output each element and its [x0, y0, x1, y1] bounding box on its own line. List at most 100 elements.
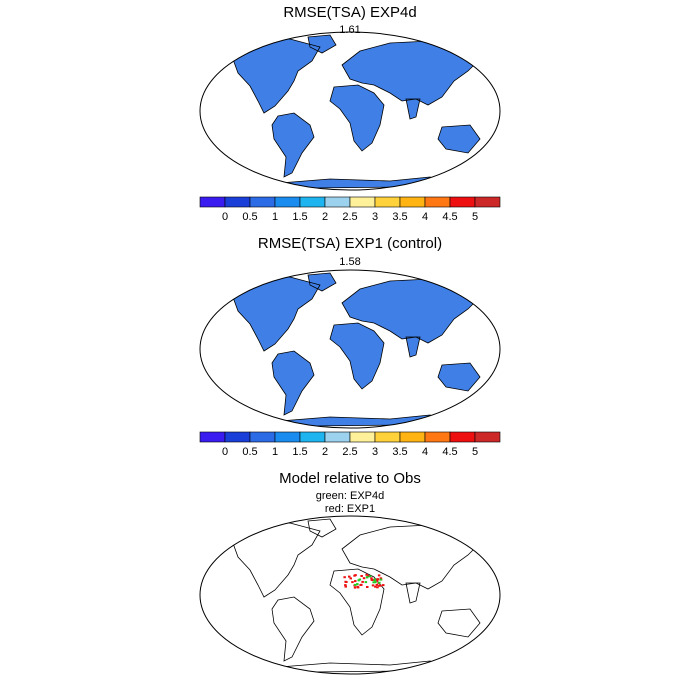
rmse-cell — [268, 138, 271, 142]
colorbar-swatch — [324, 431, 351, 443]
rmse-cell — [236, 80, 239, 83]
rmse-cell — [322, 102, 328, 106]
rmse-cell — [382, 351, 387, 354]
colorbar-swatch — [199, 431, 226, 443]
rmse-cell — [222, 324, 224, 327]
red-marker — [361, 580, 364, 583]
rmse-cell — [275, 164, 280, 167]
colorbar-swatch — [374, 431, 401, 443]
rmse-cell — [237, 94, 241, 97]
green-marker — [374, 581, 377, 584]
rmse-cell — [251, 176, 255, 179]
colorbar-swatch — [474, 196, 501, 208]
colorbar-swatch — [324, 196, 351, 208]
rmse-cell — [245, 409, 251, 412]
rmse-cell — [313, 109, 318, 112]
green-marker — [358, 578, 362, 581]
rmse-cell — [313, 298, 318, 301]
rmse-cell — [448, 338, 451, 343]
colorbar-tick-label: 0 — [222, 446, 228, 458]
rmse-cell — [293, 104, 297, 108]
rmse-cell — [260, 368, 263, 371]
rmse-cell — [369, 277, 374, 280]
rmse-cell — [398, 165, 402, 168]
panel1-global-value: 1.61 — [339, 24, 361, 36]
colorbar-swatch — [249, 196, 276, 208]
rmse-cell — [252, 135, 257, 139]
rmse-cell — [328, 315, 333, 318]
rmse-cell — [403, 383, 407, 386]
rmse-cell — [251, 152, 256, 156]
rmse-cell — [237, 98, 241, 101]
rmse-cell — [245, 165, 249, 168]
red-marker — [345, 581, 348, 583]
rmse-cell — [401, 132, 407, 135]
colorbar-swatch — [449, 431, 476, 443]
rmse-cell — [323, 306, 327, 310]
red-marker — [375, 583, 379, 586]
colorbar-tick-label: 2.5 — [342, 446, 357, 458]
rmse-cell — [452, 413, 458, 416]
rmse-cell — [415, 168, 421, 171]
rmse-cell — [302, 40, 305, 42]
rmse-cell — [429, 171, 433, 175]
colorbar-swatch — [399, 431, 426, 443]
red-marker — [378, 584, 381, 587]
rmse-cell — [252, 144, 256, 147]
rmse-cell — [469, 277, 472, 280]
rmse-cell — [328, 341, 333, 344]
rmse-cell — [247, 402, 252, 406]
rmse-cell — [406, 358, 411, 362]
rmse-cell — [392, 112, 397, 115]
rmse-cell — [416, 182, 420, 186]
rmse-cell — [323, 68, 328, 70]
rmse-cell — [465, 318, 469, 322]
colorbar-tick-label: 5 — [472, 446, 478, 458]
rmse-cell — [306, 108, 310, 111]
rmse-cell — [304, 115, 309, 119]
rmse-cell — [279, 275, 284, 278]
colorbar-tick-label: 1.5 — [292, 446, 307, 458]
green-marker — [372, 581, 375, 584]
rmse-cell — [232, 310, 235, 314]
rmse-cell — [351, 403, 355, 407]
rmse-cell — [425, 390, 429, 393]
rmse-cell — [402, 404, 405, 408]
map-frame — [199, 269, 501, 429]
rmse-cell — [232, 124, 237, 126]
rmse-cell — [419, 383, 422, 386]
red-marker — [371, 584, 375, 587]
rmse-cell — [342, 39, 345, 42]
rmse-cell — [453, 423, 457, 425]
rmse-cell — [393, 152, 397, 156]
rmse-cell — [307, 304, 313, 307]
rmse-cell — [380, 409, 384, 413]
rmse-cell — [319, 403, 324, 405]
colorbar-tick-label: 0.5 — [242, 211, 257, 223]
rmse-cell — [223, 123, 226, 126]
rmse-cell — [481, 124, 484, 126]
panel2-title: RMSE(TSA) EXP1 (control) — [257, 235, 443, 252]
rmse-cell — [332, 363, 338, 366]
rmse-cell — [388, 117, 393, 122]
rmse-cell — [420, 149, 425, 152]
red-marker — [356, 585, 359, 588]
rmse-cell — [432, 182, 435, 185]
red-marker — [370, 577, 373, 580]
colorbar-swatch — [224, 196, 251, 208]
rmse-cell — [371, 392, 376, 395]
rmse-cell — [428, 368, 432, 372]
rmse-cell — [466, 329, 469, 332]
rmse-cell — [324, 348, 330, 352]
rmse-cell — [426, 155, 431, 157]
rmse-cell — [222, 146, 226, 149]
rmse-cell — [477, 153, 480, 156]
rmse-cell — [249, 166, 254, 170]
colorbar-swatch — [249, 431, 276, 443]
rmse-cell — [474, 115, 480, 119]
rmse-cell — [402, 359, 408, 363]
rmse-cell — [442, 98, 445, 101]
colorbar-swatch — [224, 431, 251, 443]
rmse-cell — [221, 84, 226, 87]
